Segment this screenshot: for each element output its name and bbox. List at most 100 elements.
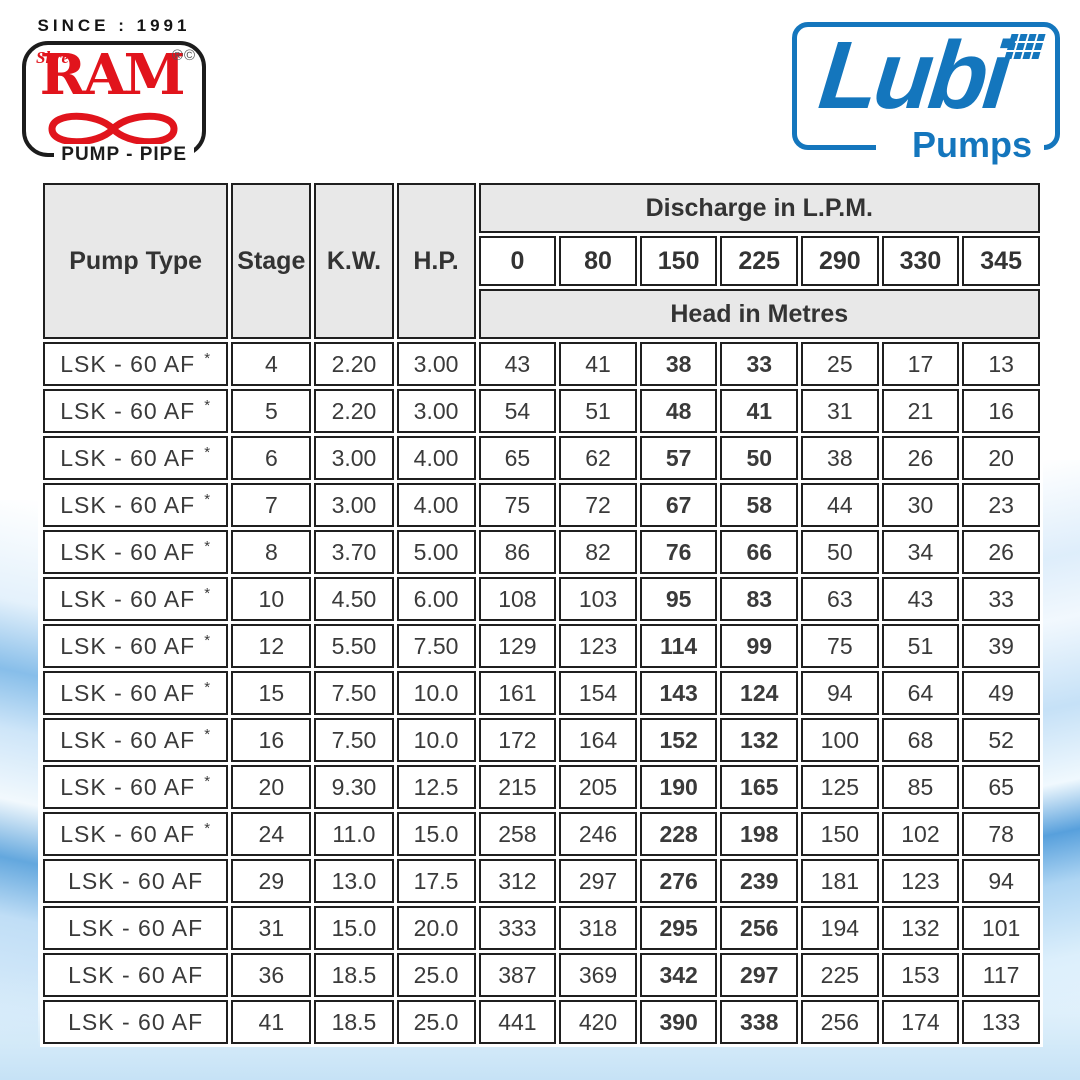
stage-cell: 15	[231, 671, 312, 715]
head-value-cell: 129	[478, 624, 557, 668]
head-value-cell: 198	[720, 812, 799, 856]
head-value-cell: 100	[801, 718, 879, 762]
head-value-cell: 52	[962, 718, 1040, 762]
head-value-cell: 420	[559, 1000, 637, 1044]
head-value-cell: 99	[720, 624, 799, 668]
pump-pipe-label: PUMP - PIPE	[54, 144, 194, 166]
head-value-cell: 164	[559, 718, 637, 762]
head-value-cell: 297	[720, 953, 799, 997]
head-value-cell: 125	[801, 765, 879, 809]
head-value-cell: 108	[478, 577, 557, 621]
lubi-wordmark: Lubi	[814, 22, 1013, 129]
pump-type-cell: LSK - 60 AF *	[43, 765, 229, 809]
head-value-cell: 13	[962, 342, 1040, 386]
asterisk-mark: *	[204, 444, 212, 461]
col-header-pump-type: Pump Type	[43, 183, 229, 339]
kw-cell: 7.50	[314, 718, 394, 762]
head-value-cell: 101	[962, 906, 1040, 950]
head-value-cell: 297	[559, 859, 637, 903]
pump-type-cell: LSK - 60 AF *	[43, 812, 229, 856]
head-value-cell: 239	[720, 859, 799, 903]
pump-type-cell: LSK - 60 AF	[43, 859, 229, 903]
asterisk-mark: *	[204, 350, 212, 367]
head-value-cell: 152	[639, 718, 718, 762]
pump-type-cell: LSK - 60 AF *	[43, 483, 229, 527]
infinity-swirl-icon	[48, 112, 178, 146]
head-value-cell: 49	[962, 671, 1040, 715]
head-value-cell: 34	[881, 530, 960, 574]
head-value-cell: 205	[559, 765, 637, 809]
head-value-cell: 43	[478, 342, 557, 386]
head-value-cell: 133	[962, 1000, 1040, 1044]
table-row: LSK - 60 AF * 7 3.00 4.00 75 72 67 58 44 30 23	[43, 483, 1040, 527]
head-value-cell: 215	[478, 765, 557, 809]
table-row: LSK - 60 AF * 4 2.20 3.00 43 41 38 33 25 17 13	[43, 342, 1040, 386]
pump-type-cell: LSK - 60 AF	[43, 906, 229, 950]
head-value-cell: 117	[962, 953, 1040, 997]
pump-type-cell: LSK - 60 AF	[43, 953, 229, 997]
kw-cell: 7.50	[314, 671, 394, 715]
head-value-cell: 342	[639, 953, 718, 997]
pump-type-cell: LSK - 60 AF *	[43, 342, 229, 386]
kw-cell: 18.5	[314, 1000, 394, 1044]
head-value-cell: 256	[801, 1000, 879, 1044]
head-value-cell: 33	[962, 577, 1040, 621]
head-value-cell: 25	[801, 342, 879, 386]
discharge-value: 290	[801, 236, 879, 286]
kw-cell: 15.0	[314, 906, 394, 950]
table-row: LSK - 60 AF 31 15.0 20.0 333 318 295 256 194 132 1…	[43, 906, 1040, 950]
head-value-cell: 103	[559, 577, 637, 621]
head-value-cell: 318	[559, 906, 637, 950]
head-value-cell: 64	[881, 671, 960, 715]
head-value-cell: 20	[962, 436, 1040, 480]
head-value-cell: 67	[639, 483, 718, 527]
registered-copyright-marks: ®©	[171, 47, 196, 64]
head-value-cell: 258	[478, 812, 557, 856]
head-value-cell: 75	[478, 483, 557, 527]
head-value-cell: 30	[881, 483, 960, 527]
asterisk-mark: *	[204, 585, 212, 602]
since-1991-label: SINCE : 1991	[37, 16, 191, 35]
hp-cell: 25.0	[396, 1000, 476, 1044]
stage-cell: 10	[231, 577, 312, 621]
lubi-frame-gap	[876, 140, 1044, 154]
head-value-cell: 83	[720, 577, 799, 621]
head-value-cell: 50	[720, 436, 799, 480]
head-value-cell: 225	[801, 953, 879, 997]
kw-cell: 3.00	[314, 483, 394, 527]
hp-cell: 6.00	[396, 577, 476, 621]
stage-cell: 31	[231, 906, 312, 950]
col-header-hp: H.P.	[396, 183, 476, 339]
kw-cell: 2.20	[314, 342, 394, 386]
col-header-kw: K.W.	[314, 183, 394, 339]
head-value-cell: 143	[639, 671, 718, 715]
hp-cell: 20.0	[396, 906, 476, 950]
pump-type-cell: LSK - 60 AF *	[43, 530, 229, 574]
table-row: LSK - 60 AF 41 18.5 25.0 441 420 390 338 256 174 1…	[43, 1000, 1040, 1044]
head-value-cell: 41	[720, 389, 799, 433]
discharge-header: Discharge in L.P.M.	[478, 183, 1040, 233]
head-value-cell: 295	[639, 906, 718, 950]
hp-cell: 10.0	[396, 718, 476, 762]
kw-cell: 3.00	[314, 436, 394, 480]
discharge-value: 80	[559, 236, 637, 286]
head-value-cell: 58	[720, 483, 799, 527]
asterisk-mark: *	[204, 679, 212, 696]
hp-cell: 5.00	[396, 530, 476, 574]
head-value-cell: 66	[720, 530, 799, 574]
table-row: LSK - 60 AF 36 18.5 25.0 387 369 342 297 225 153 1…	[43, 953, 1040, 997]
hp-cell: 3.00	[396, 389, 476, 433]
head-value-cell: 441	[478, 1000, 557, 1044]
pump-type-cell: LSK - 60 AF *	[43, 436, 229, 480]
head-value-cell: 390	[639, 1000, 718, 1044]
discharge-value: 345	[962, 236, 1040, 286]
pixel-grid-icon	[1004, 34, 1046, 59]
discharge-values-row: 0 80 150 225 290 330 345	[43, 236, 1040, 286]
head-value-cell: 256	[720, 906, 799, 950]
head-value-cell: 57	[639, 436, 718, 480]
head-value-cell: 124	[720, 671, 799, 715]
kw-cell: 3.70	[314, 530, 394, 574]
stage-cell: 6	[231, 436, 312, 480]
stage-cell: 8	[231, 530, 312, 574]
head-value-cell: 190	[639, 765, 718, 809]
